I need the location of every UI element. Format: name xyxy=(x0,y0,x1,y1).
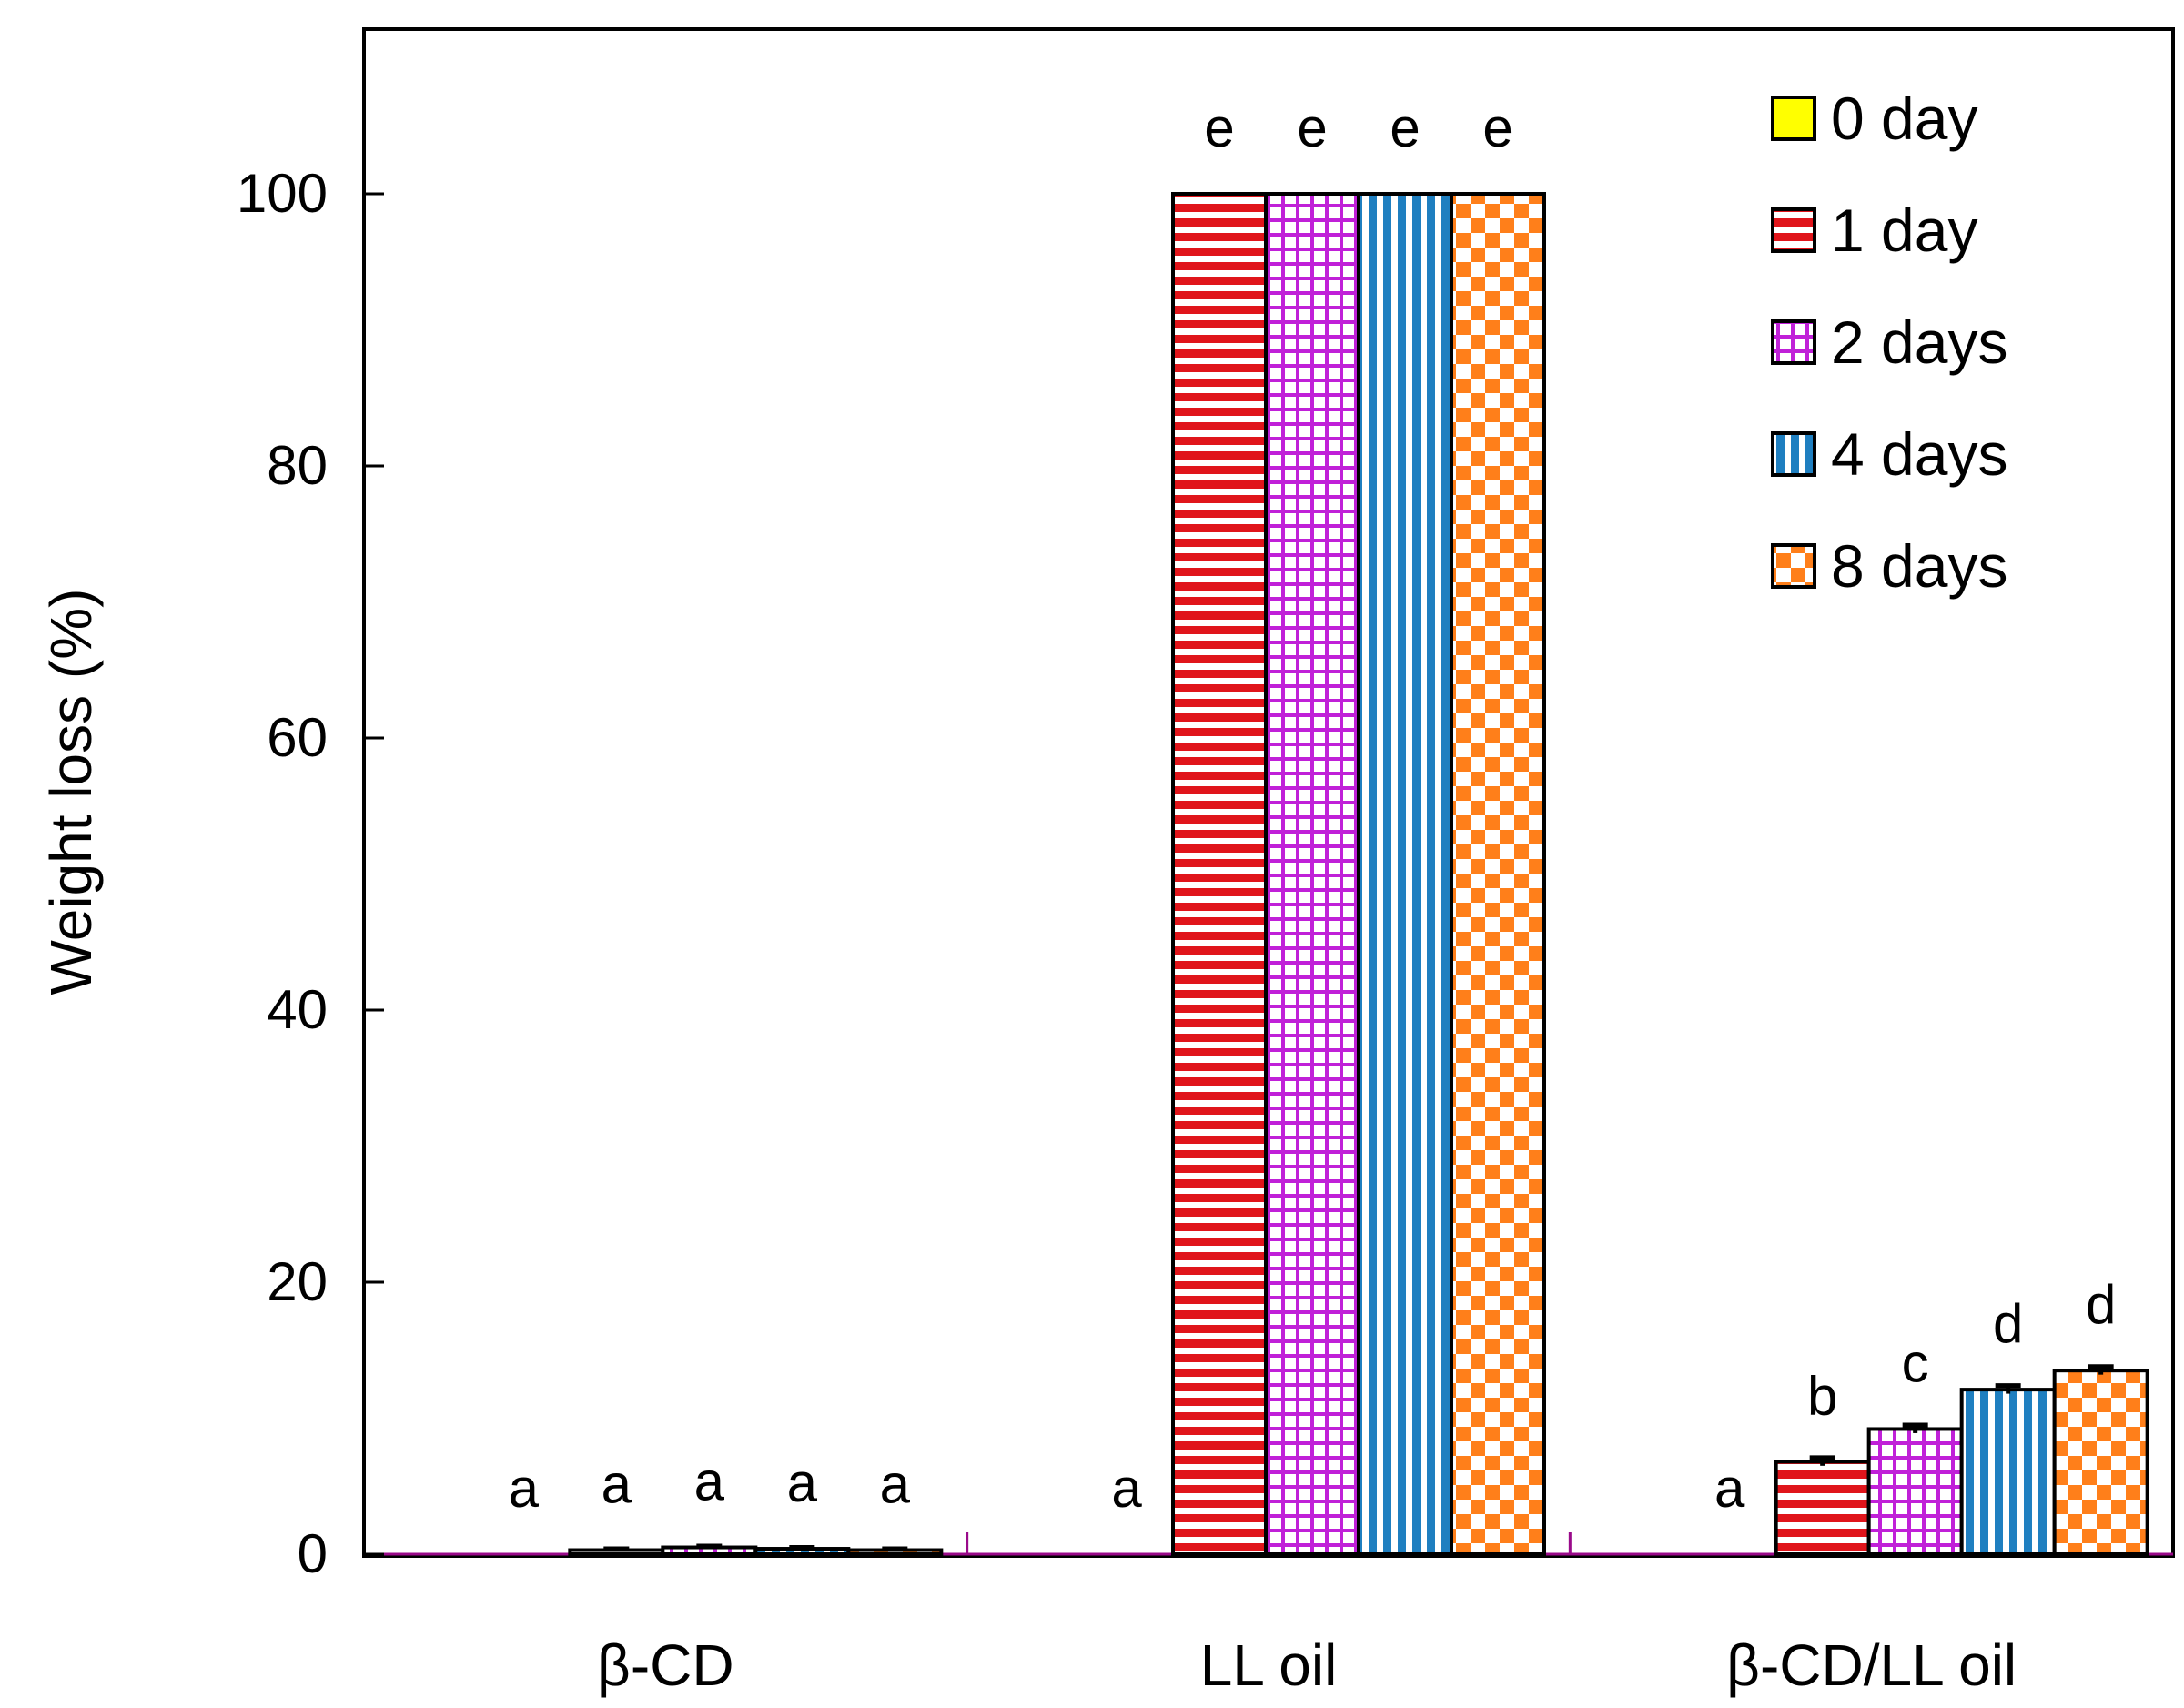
bar-4-days-2 xyxy=(1959,1388,2057,1556)
y-axis-ticks: 0 20 40 60 80 100 xyxy=(237,163,384,1584)
x-axis-ticks xyxy=(966,1532,1572,1554)
legend-label: 0 day xyxy=(1831,85,1977,152)
category-label: LL oil xyxy=(1200,1632,1338,1698)
legend-swatch xyxy=(1771,319,1816,365)
y-tick-label: 40 xyxy=(267,979,328,1040)
category-label: β-CD/LL oil xyxy=(1726,1632,2017,1698)
legend: 0 day 1 day 2 days 4 days 8 days xyxy=(1771,85,2007,600)
legend-swatch xyxy=(1771,543,1816,589)
y-tick-label: 100 xyxy=(237,163,328,224)
significance-label: b xyxy=(1807,1365,1837,1426)
y-tick-label: 60 xyxy=(267,707,328,768)
legend-label: 4 days xyxy=(1831,420,2007,488)
significance-label: c xyxy=(1902,1332,1929,1393)
significance-label: e xyxy=(1482,97,1512,158)
significance-label: d xyxy=(2086,1274,2116,1335)
legend-swatch xyxy=(1771,431,1816,477)
bar-8-days-1 xyxy=(1450,192,1546,1556)
y-tick-label: 0 xyxy=(298,1523,328,1584)
legend-label: 2 days xyxy=(1831,308,2007,376)
significance-label: a xyxy=(787,1452,818,1513)
bar-group xyxy=(568,192,2149,1557)
significance-label: a xyxy=(1111,1458,1142,1519)
bar-1-day-2 xyxy=(1774,1460,1871,1556)
error-bar-group xyxy=(603,1364,2114,1552)
category-label: β-CD xyxy=(597,1632,734,1698)
legend-swatch xyxy=(1771,96,1816,141)
significance-label: a xyxy=(694,1451,725,1512)
significance-label: a xyxy=(880,1454,911,1515)
significance-label: d xyxy=(1993,1293,2023,1354)
legend-swatch xyxy=(1771,207,1816,253)
bar-2-days-2 xyxy=(1866,1427,1964,1556)
y-tick-label: 80 xyxy=(267,435,328,496)
significance-label: a xyxy=(602,1454,632,1515)
bar-8-days-2 xyxy=(2052,1369,2149,1557)
significance-labels: a a a a a a e e e e a b c d d xyxy=(509,97,2117,1519)
bar-4-days-1 xyxy=(1357,192,1453,1556)
significance-label: e xyxy=(1390,97,1420,158)
bar-2-days-1 xyxy=(1264,192,1360,1556)
significance-label: e xyxy=(1204,97,1234,158)
y-axis-title: Weight loss (%) xyxy=(38,589,104,995)
category-labels: β-CD LL oil β-CD/LL oil xyxy=(597,1632,2017,1698)
legend-label: 1 day xyxy=(1831,197,1977,264)
legend-label: 8 days xyxy=(1831,532,2007,600)
bar-1-day-1 xyxy=(1171,192,1268,1556)
significance-label: e xyxy=(1297,97,1327,158)
significance-label: a xyxy=(509,1458,540,1519)
y-tick-label: 20 xyxy=(267,1251,328,1312)
significance-label: a xyxy=(1714,1458,1745,1519)
